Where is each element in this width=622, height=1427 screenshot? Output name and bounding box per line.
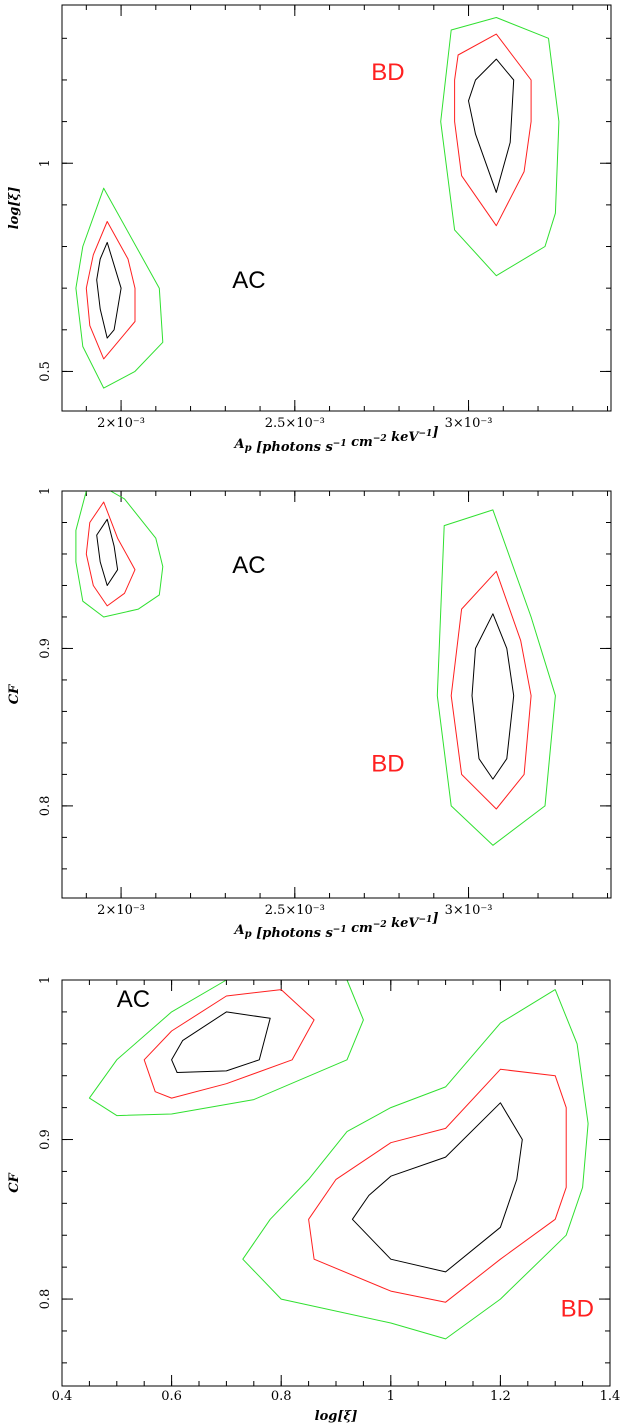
plot-frame <box>61 490 612 899</box>
contour-bd-inner <box>471 613 515 780</box>
chart-panel-3: 0.4 0.6 0.8 1 1.2 1.4 0.8 0.9 1 AC BD log[ξ] CF <box>7 976 620 1424</box>
contour-bd-outer <box>440 17 560 277</box>
plot-frame <box>61 979 611 1387</box>
contour-ac-middle <box>85 221 136 360</box>
region-label-bd: BD <box>371 59 404 86</box>
region-label-ac: AC <box>232 267 265 294</box>
x-tick-label: 3×10⁻³ <box>445 416 493 431</box>
y-axis-title: CF <box>7 1172 22 1192</box>
x-tick-label: 2×10⁻³ <box>97 416 145 431</box>
x-tick-label: 1 <box>387 1389 395 1404</box>
x-axis-title: Ap [photons s−1 cm−2 keV−1] <box>233 425 439 455</box>
y-tick-label: 0.8 <box>38 1289 53 1310</box>
y-tick-label: 1 <box>38 159 53 167</box>
x-tick-label: 2.5×10⁻³ <box>265 903 325 918</box>
y-tick-label: 0.9 <box>38 1129 53 1150</box>
x-tick-label: 3×10⁻³ <box>445 903 493 918</box>
contour-bd-inner <box>468 58 515 193</box>
contour-bd-middle <box>308 1068 567 1303</box>
contour-bd-outer <box>242 989 589 1340</box>
contour-ac-outer <box>75 187 164 389</box>
contour-ac-middle <box>143 989 315 1099</box>
y-tick-label: 0.8 <box>38 796 53 817</box>
x-tick-label: 2×10⁻³ <box>97 903 145 918</box>
contour-ac-inner <box>96 518 119 586</box>
chart-panel-1: 2×10⁻³ 2.5×10⁻³ 3×10⁻³ 0.5 1 AC BD Ap [photons … <box>7 4 612 455</box>
x-tick-label: 2.5×10⁻³ <box>265 416 325 431</box>
x-tick-label: 0.4 <box>52 1389 73 1404</box>
y-tick-label: 0.9 <box>38 638 53 659</box>
x-tick-label: 0.6 <box>161 1389 182 1404</box>
region-label-ac: AC <box>232 552 265 579</box>
contour-bd-middle <box>454 33 532 227</box>
contour-ac-outer <box>75 490 164 618</box>
x-tick-label: 1.4 <box>600 1389 621 1404</box>
plot-frame <box>61 4 612 412</box>
y-tick-label: 1 <box>38 487 53 495</box>
contour-bd-outer <box>436 509 556 846</box>
contour-ac-inner <box>171 1011 271 1073</box>
region-label-bd: BD <box>561 1296 594 1323</box>
region-label-bd: BD <box>371 750 404 777</box>
contour-ac-inner <box>96 241 122 339</box>
contour-ac-middle <box>85 501 136 607</box>
chart-panel-2: 2×10⁻³ 2.5×10⁻³ 3×10⁻³ 0.8 0.9 1 AC BD Ap [photo… <box>7 487 612 941</box>
contour-bd-middle <box>450 570 532 810</box>
x-tick-label: 0.8 <box>271 1389 292 1404</box>
contour-bd-inner <box>351 1102 523 1273</box>
y-axis-title: log[ξ] <box>7 187 22 230</box>
x-axis-title: log[ξ] <box>315 1409 358 1424</box>
y-tick-label: 0.5 <box>38 361 53 382</box>
region-label-ac: AC <box>117 986 150 1013</box>
y-tick-label: 1 <box>38 976 53 984</box>
y-axis-title: CF <box>7 684 22 704</box>
x-tick-label: 1.2 <box>490 1389 511 1404</box>
x-axis-title: Ap [photons s−1 cm−2 keV−1] <box>233 911 439 941</box>
